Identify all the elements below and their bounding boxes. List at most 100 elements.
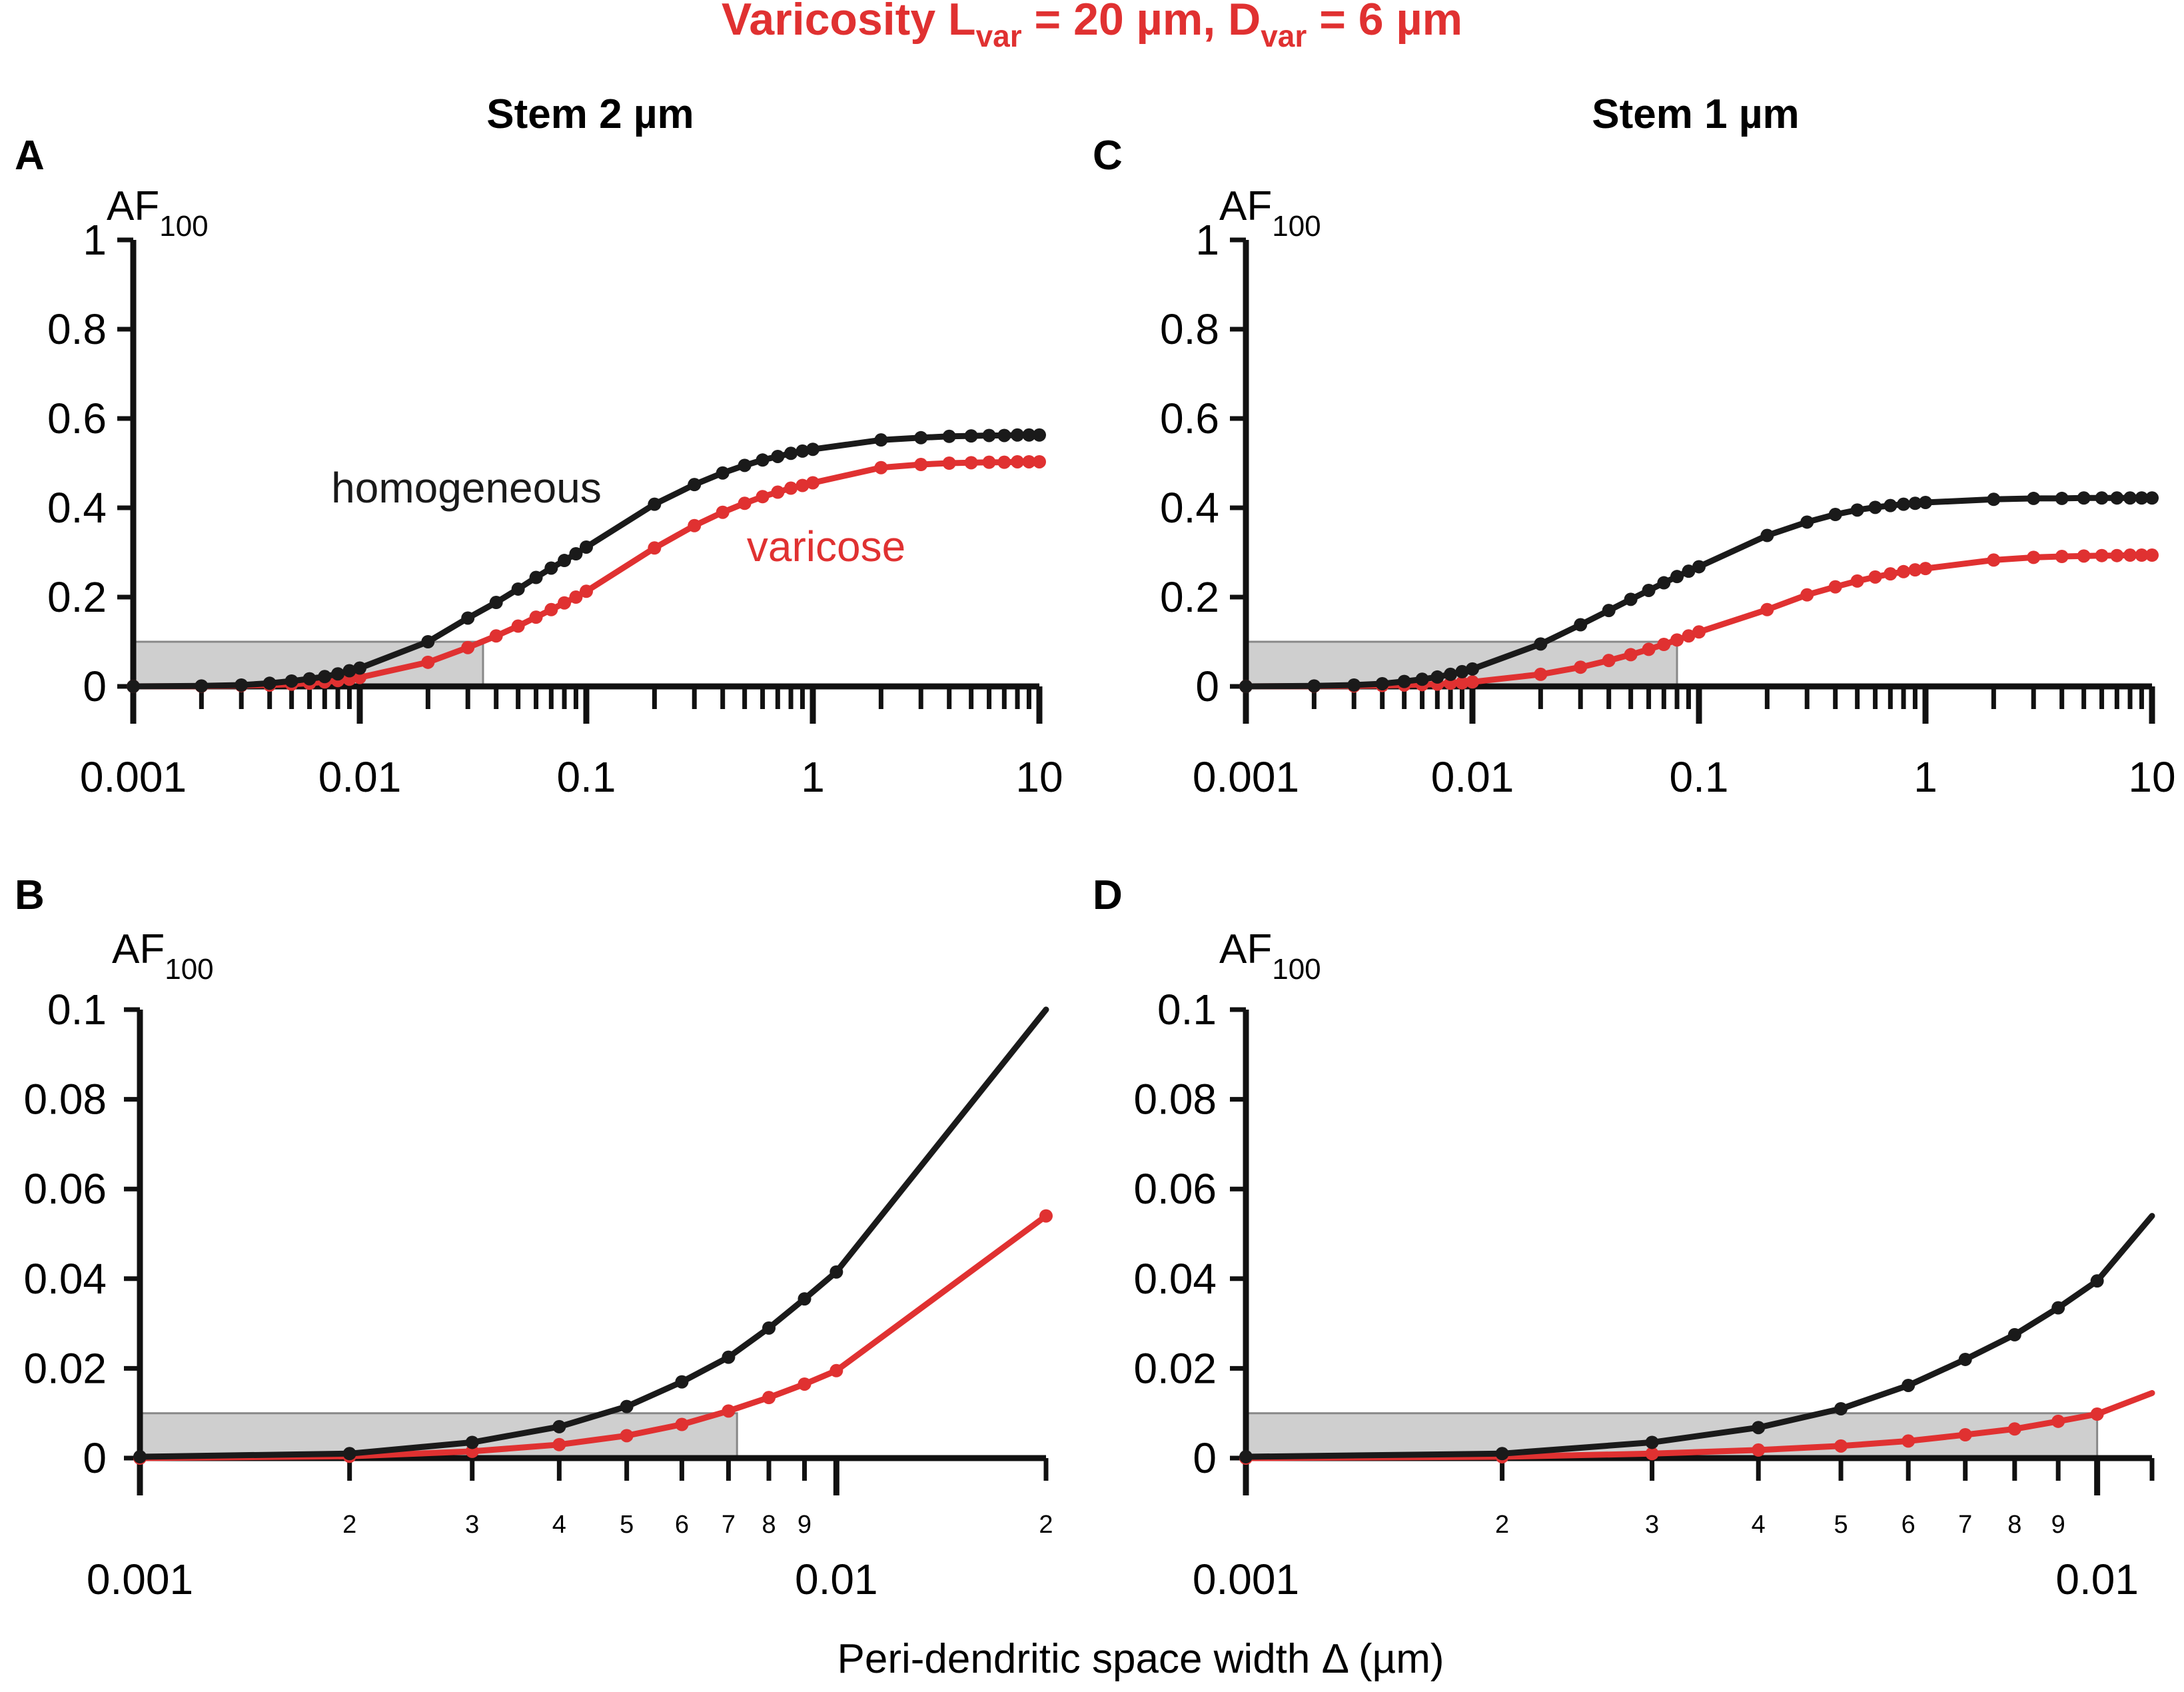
data-point-varicose: [942, 456, 956, 470]
data-point-varicose: [2123, 548, 2137, 562]
x-minor-tick-label: 9: [798, 1511, 812, 1539]
data-point-varicose: [580, 584, 593, 598]
column-title-right: Stem 1 µm: [1592, 91, 1799, 137]
data-point-homogeneous: [762, 1321, 776, 1335]
x-tick-label: 10: [1015, 753, 1063, 801]
x-axis-label: Peri-dendritic space width Δ (µm): [837, 1636, 1444, 1682]
data-point-homogeneous: [620, 1399, 634, 1413]
data-point-homogeneous: [1011, 428, 1025, 442]
series-line-homogeneous: [137, 1006, 1049, 1460]
x-tick-label: 1: [1913, 753, 1937, 801]
data-point-varicose: [1958, 1428, 1972, 1442]
data-point-varicose: [620, 1429, 634, 1443]
data-point-homogeneous: [1430, 670, 1444, 684]
data-point-homogeneous: [914, 430, 928, 444]
data-point-varicose: [1466, 675, 1479, 689]
data-point-varicose: [489, 629, 503, 643]
data-point-homogeneous: [331, 667, 345, 681]
data-point-homogeneous: [1800, 515, 1814, 529]
x-tick-label: 0.001: [80, 753, 187, 801]
data-point-homogeneous: [421, 635, 435, 648]
y-tick-label: 0: [83, 662, 107, 710]
chart-panel-a: 0 0.2 0.4 0.6 0.8 1 0.001 0.01 0.1 1 10 AF100 homoge…: [47, 183, 1063, 801]
data-point-homogeneous: [2095, 491, 2109, 505]
series-annotation-varicose: varicose: [747, 522, 905, 570]
data-point-varicose: [1574, 660, 1588, 674]
x-tick-label: 0.1: [1670, 753, 1729, 801]
y-tick-label: 0.04: [23, 1255, 107, 1303]
x-minor-tick-label: 2: [342, 1511, 356, 1539]
data-point-homogeneous: [1602, 604, 1616, 618]
data-point-homogeneous: [716, 466, 730, 480]
data-point-homogeneous: [796, 444, 810, 458]
y-tick-label: 0.2: [47, 573, 107, 621]
y-tick-label: 1: [83, 216, 107, 264]
data-point-varicose: [806, 476, 819, 490]
data-point-varicose: [1800, 588, 1814, 602]
data-point-homogeneous: [1868, 500, 1882, 514]
data-point-varicose: [2135, 548, 2149, 562]
data-point-homogeneous: [771, 449, 785, 463]
x-tick-label: 10: [2128, 753, 2175, 801]
data-point-homogeneous: [489, 596, 503, 610]
data-point-varicose: [1039, 1209, 1053, 1223]
data-point-varicose: [1692, 625, 1706, 639]
data-point-homogeneous: [1850, 503, 1864, 517]
data-point-homogeneous: [1239, 680, 1253, 693]
data-point-homogeneous: [127, 680, 140, 693]
data-point-homogeneous: [688, 478, 702, 492]
figure-title: Varicosity Lvar = 20 µm, Dvar = 6 µm: [722, 0, 1462, 53]
data-point-homogeneous: [1828, 508, 1842, 522]
data-point-varicose: [964, 456, 978, 470]
data-point-homogeneous: [318, 670, 332, 684]
data-point-varicose: [722, 1404, 736, 1418]
x-minor-tick-label: 4: [552, 1511, 566, 1539]
y-tick-label: 0: [1193, 1434, 1217, 1482]
data-point-homogeneous: [1902, 1378, 1915, 1392]
data-point-varicose: [1868, 570, 1882, 584]
y-tick-label: 0.02: [23, 1344, 107, 1392]
y-axis-label: AF100: [107, 183, 209, 243]
data-point-varicose: [558, 596, 572, 610]
data-point-homogeneous: [552, 1419, 566, 1433]
data-point-varicose: [1657, 638, 1671, 652]
data-point-homogeneous: [465, 1435, 479, 1449]
x-minor-tick-label: 7: [722, 1511, 736, 1539]
x-tick-label: 0.1: [557, 753, 616, 801]
x-minor-tick-label: 5: [1834, 1511, 1848, 1539]
data-point-varicose: [1897, 564, 1911, 578]
y-tick-label: 0.02: [1133, 1344, 1217, 1392]
data-point-varicose: [829, 1363, 843, 1377]
data-point-homogeneous: [1624, 592, 1638, 606]
data-point-varicose: [511, 619, 525, 633]
data-point-homogeneous: [302, 672, 316, 686]
data-point-homogeneous: [1645, 1435, 1659, 1449]
data-point-homogeneous: [580, 540, 593, 554]
panel-letter-b: B: [15, 872, 45, 918]
data-point-homogeneous: [2007, 1327, 2021, 1341]
data-point-homogeneous: [1834, 1401, 1848, 1415]
data-point-homogeneous: [1022, 428, 1036, 442]
data-point-homogeneous: [1752, 1421, 1766, 1435]
data-point-homogeneous: [1897, 497, 1911, 511]
data-point-homogeneous: [195, 679, 209, 693]
data-point-homogeneous: [648, 497, 662, 511]
data-point-homogeneous: [353, 661, 366, 675]
data-point-homogeneous: [829, 1265, 843, 1279]
y-tick-label: 0.4: [1160, 484, 1219, 532]
data-point-homogeneous: [342, 664, 356, 678]
chart-panel-d: 0 0.02 0.04 0.06 0.08 0.1 0.001 0.01 2 3 4 5 6 7 8 9 AF1…: [1133, 926, 2155, 1603]
x-minor-tick-label: 9: [2051, 1511, 2065, 1539]
data-point-homogeneous: [342, 1447, 356, 1461]
data-point-homogeneous: [2055, 491, 2069, 505]
data-point-homogeneous: [756, 453, 770, 467]
data-point-homogeneous: [1642, 583, 1656, 597]
data-point-homogeneous: [2090, 1274, 2104, 1288]
data-point-homogeneous: [1987, 492, 2001, 506]
data-point-varicose: [1850, 574, 1864, 588]
x-tick-label: 0.01: [1431, 753, 1514, 801]
data-point-homogeneous: [1495, 1447, 1509, 1461]
data-point-varicose: [2007, 1422, 2021, 1436]
x-minor-tick-label: 8: [762, 1511, 776, 1539]
data-point-homogeneous: [2145, 491, 2159, 505]
